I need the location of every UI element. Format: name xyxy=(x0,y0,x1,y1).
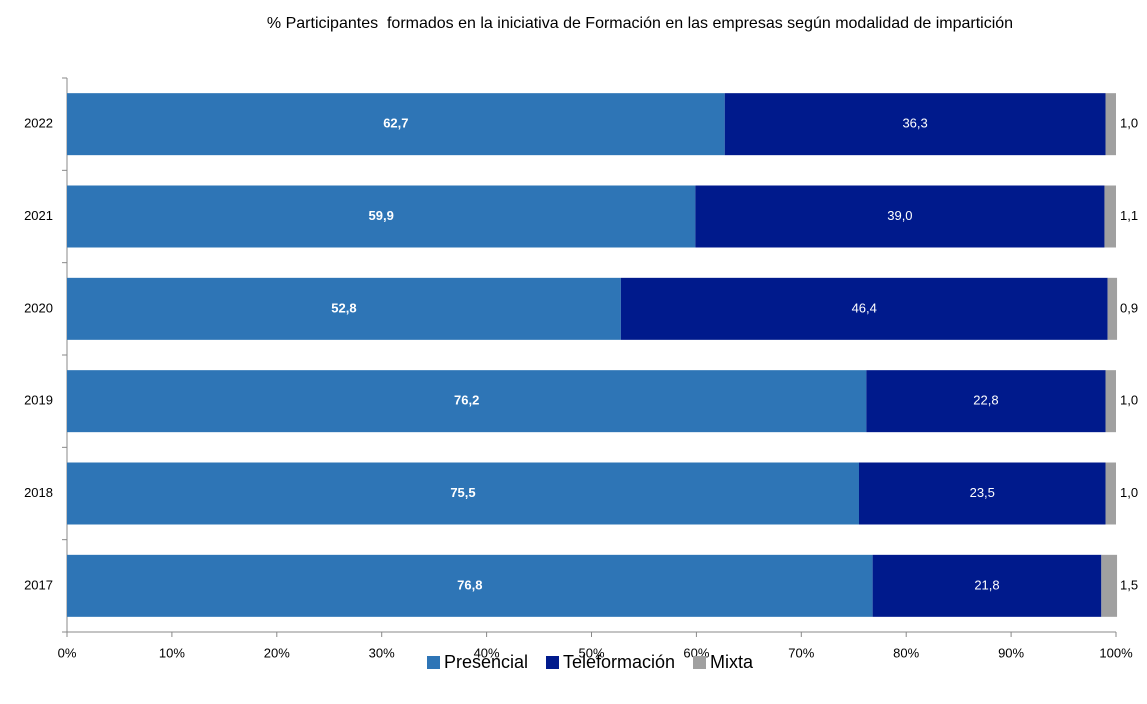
legend-swatch xyxy=(545,656,559,669)
x-tick-label: 90% xyxy=(998,645,1024,660)
legend-item: Mixta xyxy=(693,652,753,673)
x-tick-label: 0% xyxy=(58,645,77,660)
y-tick-label: 2021 xyxy=(24,208,53,223)
x-tick-label: 30% xyxy=(369,645,395,660)
y-tick-label: 2020 xyxy=(24,300,53,315)
bar-segment xyxy=(1107,277,1118,340)
bar-segment xyxy=(872,554,1102,617)
data-label: 1,1 xyxy=(1120,208,1138,223)
bar-segment xyxy=(620,277,1108,340)
legend-item: Presencial xyxy=(426,652,528,673)
bar-segment xyxy=(866,370,1106,433)
bar-segment xyxy=(1104,185,1116,248)
x-tick-label: 50% xyxy=(578,645,604,660)
data-label: 76,8 xyxy=(457,577,482,592)
legend-label: Presencial xyxy=(443,652,528,672)
bar-segment xyxy=(67,185,696,248)
bar-segment xyxy=(1105,462,1116,525)
data-label: 62,7 xyxy=(383,116,408,131)
bar-segment xyxy=(1105,370,1116,433)
data-label: 59,9 xyxy=(369,208,394,223)
x-tick-label: 20% xyxy=(264,645,290,660)
data-label: 23,5 xyxy=(970,485,995,500)
bar-segment xyxy=(724,93,1106,156)
bar-segment xyxy=(67,93,725,156)
x-tick-label: 10% xyxy=(159,645,185,660)
bar-segment xyxy=(858,462,1106,525)
legend-item: Teleformación xyxy=(545,652,676,673)
legend-swatch xyxy=(426,656,440,669)
bar-segment xyxy=(67,554,873,617)
x-tick-label: 80% xyxy=(893,645,919,660)
data-label: 0,9 xyxy=(1120,300,1138,315)
data-label: 76,2 xyxy=(454,393,479,408)
legend-label: Mixta xyxy=(710,652,754,672)
x-tick-label: 100% xyxy=(1099,645,1133,660)
legend-swatch xyxy=(693,656,707,669)
data-label: 1,0 xyxy=(1120,116,1138,131)
data-label: 36,3 xyxy=(902,116,927,131)
data-label: 39,0 xyxy=(887,208,912,223)
x-tick-label: 40% xyxy=(474,645,500,660)
data-label: 1,0 xyxy=(1120,485,1138,500)
y-tick-label: 2019 xyxy=(24,393,53,408)
legend: Presencial Teleformación Mixta xyxy=(0,652,1147,673)
y-tick-label: 2017 xyxy=(24,577,53,592)
data-label: 1,0 xyxy=(1120,393,1138,408)
bar-segment xyxy=(67,370,867,433)
data-label: 21,8 xyxy=(974,577,999,592)
chart-title: % Participantes formados en la iniciativ… xyxy=(266,15,1014,32)
legend-label: Teleformación xyxy=(562,652,676,672)
data-label: 1,5 xyxy=(1120,577,1138,592)
data-label: 22,8 xyxy=(973,393,998,408)
data-label: 46,4 xyxy=(852,300,877,315)
data-label: 75,5 xyxy=(450,485,475,500)
data-label: 52,8 xyxy=(331,300,356,315)
bar-segment xyxy=(1105,93,1116,156)
bar-segment xyxy=(67,462,859,525)
bar-segment xyxy=(1101,554,1118,617)
bar-segment xyxy=(695,185,1105,248)
y-tick-label: 2018 xyxy=(24,485,53,500)
y-tick-label: 2022 xyxy=(24,116,53,131)
bar-segment xyxy=(67,277,621,340)
x-tick-label: 70% xyxy=(788,645,814,660)
